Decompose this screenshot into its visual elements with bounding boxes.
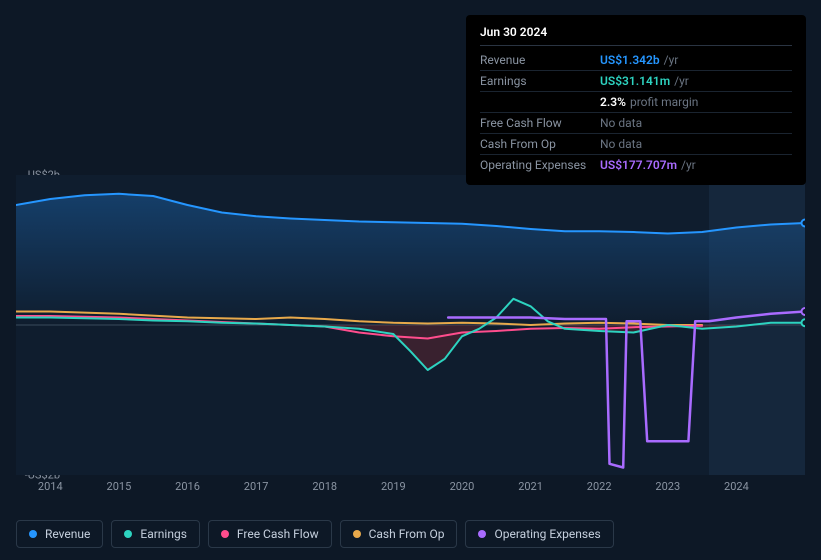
- legend-dot-icon: [353, 530, 361, 538]
- x-tick-label: 2023: [655, 480, 680, 493]
- legend-item-earnings[interactable]: Earnings: [111, 520, 200, 548]
- legend-dot-icon: [221, 530, 229, 538]
- tooltip-row: Operating ExpensesUS$177.707m/yr: [480, 155, 792, 175]
- tooltip-row-label: Cash From Op: [480, 137, 600, 151]
- x-tick-label: 2019: [381, 480, 406, 493]
- tooltip-row-value: US$177.707m/yr: [600, 158, 696, 172]
- revenue-end-dot: [802, 220, 806, 227]
- legend-item-label: Cash From Op: [369, 527, 445, 541]
- tooltip-row: Free Cash FlowNo data: [480, 113, 792, 134]
- legend-dot-icon: [29, 530, 37, 538]
- legend-item-label: Revenue: [45, 527, 90, 541]
- legend-item-label: Free Cash Flow: [237, 527, 319, 541]
- legend-item-operating-expenses[interactable]: Operating Expenses: [465, 520, 613, 548]
- legend-item-revenue[interactable]: Revenue: [16, 520, 103, 548]
- operating-expenses-end-dot: [802, 308, 806, 315]
- x-tick-label: 2017: [244, 480, 269, 493]
- tooltip-row-value: 2.3%profit margin: [600, 95, 698, 109]
- legend-item-label: Operating Expenses: [494, 527, 600, 541]
- x-tick-label: 2021: [518, 480, 543, 493]
- financials-chart: US$2bUS$0-US$2b 201420152016201720182019…: [16, 160, 805, 500]
- x-axis-labels: 2014 2015 2016 2017 2018 2019 2020 2021 2022 2023…: [16, 480, 805, 500]
- tooltip-row: Cash From OpNo data: [480, 134, 792, 155]
- x-tick-label: 2020: [450, 480, 475, 493]
- x-tick-label: 2024: [724, 480, 749, 493]
- chart-plot-area[interactable]: [16, 175, 805, 475]
- x-tick-label: 2014: [38, 480, 63, 493]
- tooltip-row-label: Revenue: [480, 53, 600, 67]
- tooltip-row-label: Operating Expenses: [480, 158, 600, 172]
- legend-dot-icon: [124, 530, 132, 538]
- tooltip-row: RevenueUS$1.342b/yr: [480, 50, 792, 71]
- earnings-end-dot: [802, 319, 806, 326]
- tooltip-row-value: US$1.342b/yr: [600, 53, 678, 67]
- legend-item-free-cash-flow[interactable]: Free Cash Flow: [208, 520, 332, 548]
- x-tick-label: 2022: [587, 480, 612, 493]
- tooltip-row-label: [480, 95, 600, 109]
- tooltip-row-value: US$31.141m/yr: [600, 74, 689, 88]
- legend-item-cash-from-op[interactable]: Cash From Op: [340, 520, 458, 548]
- chart-tooltip: Jun 30 2024 RevenueUS$1.342b/yrEarningsU…: [466, 15, 806, 185]
- x-tick-label: 2015: [107, 480, 132, 493]
- tooltip-row: 2.3%profit margin: [480, 92, 792, 113]
- tooltip-row: EarningsUS$31.141m/yr: [480, 71, 792, 92]
- legend-item-label: Earnings: [140, 527, 187, 541]
- tooltip-row-value: No data: [600, 137, 642, 151]
- tooltip-row-value: No data: [600, 116, 642, 130]
- chart-legend: Revenue Earnings Free Cash Flow Cash From O…: [16, 520, 614, 548]
- x-tick-label: 2018: [312, 480, 337, 493]
- tooltip-date: Jun 30 2024: [480, 25, 792, 46]
- legend-dot-icon: [478, 530, 486, 538]
- tooltip-row-label: Free Cash Flow: [480, 116, 600, 130]
- tooltip-row-label: Earnings: [480, 74, 600, 88]
- x-tick-label: 2016: [175, 480, 200, 493]
